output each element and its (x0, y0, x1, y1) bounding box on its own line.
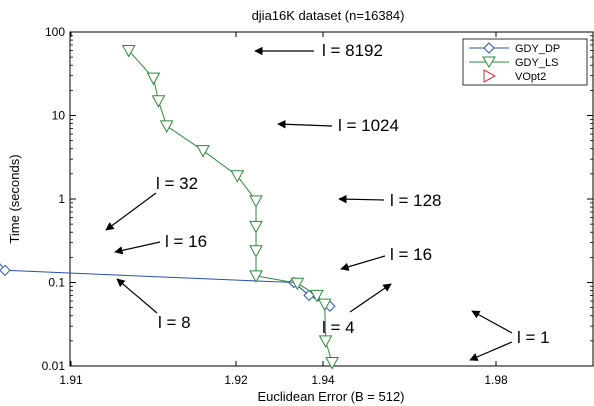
data-point-gdy-dp (0, 264, 11, 277)
y-tick-label: 0.01 (42, 359, 66, 373)
y-tick-label: 100 (45, 25, 65, 39)
arrow-l-16-ls (340, 255, 386, 271)
axis-ticks: 1.91 1.92 1.94 1.98 0.01 0.1 1 10 100 (42, 25, 593, 387)
y-tick-label: 1 (58, 192, 65, 206)
data-point-gdy-ls (159, 120, 174, 133)
arrow-l-128 (338, 194, 385, 204)
data-point-gdy-ls (318, 335, 333, 348)
data-point-gdy-ls (196, 145, 210, 158)
annotation-l-1: l = 1 (517, 328, 550, 347)
annotation-l-8192: l = 8192 (322, 41, 383, 60)
data-point-gdy-ls (249, 195, 263, 208)
arrow-l-1024 (277, 120, 333, 129)
x-tick-label: 1.92 (224, 373, 248, 387)
y-tick-label: 0.1 (48, 276, 65, 290)
data-point-gdy-ls (121, 45, 136, 58)
annotation-l-128: l = 128 (390, 191, 442, 210)
x-tick-label: 1.91 (59, 373, 83, 387)
legend-marker-vopt2 (483, 69, 497, 83)
arrow-l-32 (105, 192, 157, 231)
legend-label-vopt2: VOpt2 (515, 71, 546, 83)
x-tick-label: 1.98 (484, 373, 508, 387)
annotation-l-8: l = 8 (158, 313, 191, 332)
data-point-gdy-ls (230, 170, 245, 183)
data-point-gdy-ls (151, 95, 166, 108)
legend-marker-gdy-dp (483, 42, 495, 54)
arrow-l-8 (116, 278, 158, 314)
arrow-l-1-upper (471, 310, 513, 334)
y-axis-label: Time (seconds) (7, 154, 22, 243)
series-layer (0, 45, 339, 370)
arrow-l-16-dp (114, 241, 161, 255)
legend-marker-gdy-ls (482, 56, 496, 68)
annotations: l = 8192 l = 1024 l = 128 l = 16 l = 32 … (105, 41, 550, 361)
data-point-gdy-ls (249, 245, 263, 258)
arrow-l-4 (349, 283, 392, 313)
data-point-gdy-ls (249, 220, 263, 234)
data-point-gdy-ls (249, 270, 263, 283)
data-point-gdy-ls (317, 298, 332, 312)
data-point-gdy-ls (146, 72, 161, 86)
annotation-l-4: l = 4 (322, 318, 355, 337)
annotation-l-1024: l = 1024 (338, 116, 399, 135)
x-tick-label: 1.94 (311, 373, 335, 387)
data-point-gdy-ls (325, 357, 339, 370)
annotation-l-16-ls: l = 16 (390, 245, 432, 264)
data-point-gdy-ls (290, 277, 305, 291)
y-tick-label: 10 (52, 109, 66, 123)
legend-label-gdy-ls: GDY_LS (515, 57, 558, 69)
chart-title: djia16K dataset (n=16384) (252, 8, 405, 23)
legend: GDY_DP GDY_LS VOpt2 (462, 38, 588, 86)
annotation-l-32: l = 32 (156, 174, 198, 193)
x-axis-label: Euclidean Error (B = 512) (257, 389, 404, 404)
data-point-gdy-ls (310, 289, 324, 303)
legend-label-gdy-dp: GDY_DP (515, 43, 560, 55)
annotation-l-16-dp: l = 16 (165, 232, 207, 251)
arrow-l-1-lower (469, 341, 513, 361)
